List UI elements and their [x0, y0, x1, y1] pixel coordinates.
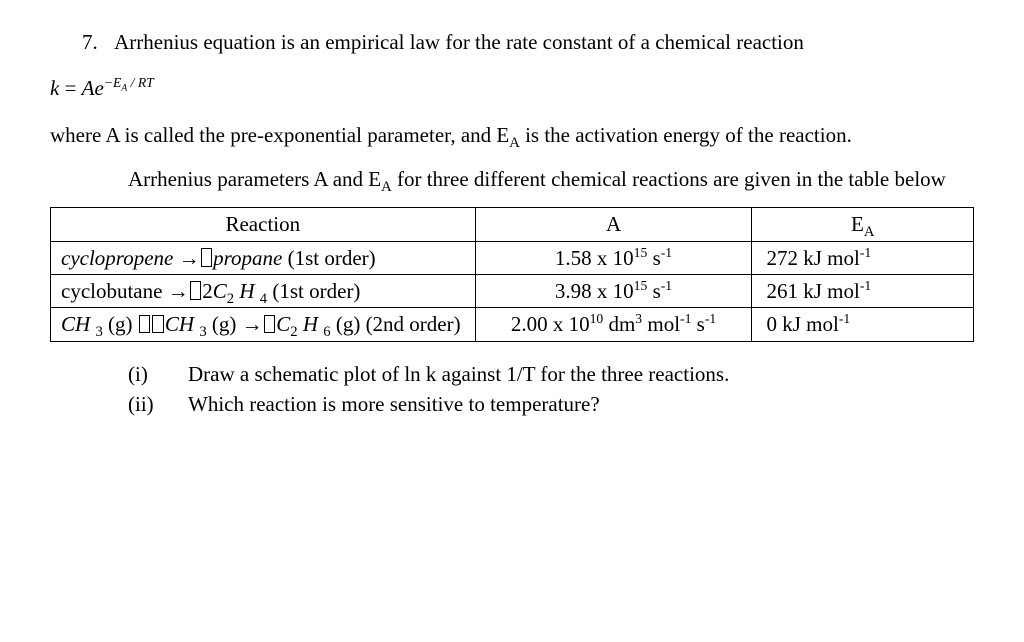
eq-exp-suffix: / RT	[127, 75, 154, 90]
question-intro-text: Arrhenius equation is an empirical law f…	[114, 30, 804, 54]
header-EA: EA	[752, 208, 974, 241]
arrhenius-equation: k = Ae−EA / RT	[50, 74, 974, 102]
cell-reaction-1: cyclobutane →2C2 H 4 (1st order)	[51, 275, 476, 308]
header-EA-sub: A	[864, 225, 875, 241]
cell-EA-1: 261 kJ mol-1	[752, 275, 974, 308]
sub-questions: (i) Draw a schematic plot of ln k agains…	[128, 360, 974, 419]
table-intro-a: Arrhenius parameters A and E	[128, 167, 381, 191]
subq-ii-label: (ii)	[128, 390, 188, 418]
definition-text-a: where A is called the pre-exponential pa…	[50, 123, 509, 147]
table-header-row: Reaction A EA	[51, 208, 974, 241]
eq-exp-prefix: −E	[104, 75, 122, 90]
page-container: 7. Arrhenius equation is an empirical la…	[0, 0, 1024, 440]
table-row: CH 3 (g) CH 3 (g) →C2 H 6 (g) (2nd order…	[51, 308, 974, 341]
cell-A-2: 2.00 x 1010 dm3 mol-1 s-1	[475, 308, 752, 341]
subq-i: (i) Draw a schematic plot of ln k agains…	[128, 360, 974, 388]
subq-i-text: Draw a schematic plot of ln k against 1/…	[188, 360, 729, 388]
cell-EA-2: 0 kJ mol-1	[752, 308, 974, 341]
table-intro: Arrhenius parameters A and EA for three …	[128, 165, 974, 193]
definition-paragraph: where A is called the pre-exponential pa…	[50, 121, 974, 149]
table-intro-sub: A	[381, 179, 392, 195]
eq-lhs: k	[50, 76, 59, 100]
eq-equals: =	[65, 76, 82, 100]
definition-text-b: is the activation energy of the reaction…	[520, 123, 852, 147]
eq-exponent: −EA / RT	[104, 75, 154, 90]
table-row: cyclobutane →2C2 H 4 (1st order) 3.98 x …	[51, 275, 974, 308]
subq-ii: (ii) Which reaction is more sensitive to…	[128, 390, 974, 418]
subq-ii-text: Which reaction is more sensitive to temp…	[188, 390, 600, 418]
header-EA-prefix: E	[851, 212, 864, 236]
parameters-table: Reaction A EA cyclopropene →propane (1st…	[50, 207, 974, 341]
eq-A: A	[82, 76, 95, 100]
subq-i-label: (i)	[128, 360, 188, 388]
cell-reaction-0: cyclopropene →propane (1st order)	[51, 241, 476, 274]
cell-A-1: 3.98 x 1015 s-1	[475, 275, 752, 308]
cell-reaction-2: CH 3 (g) CH 3 (g) →C2 H 6 (g) (2nd order…	[51, 308, 476, 341]
question-number: 7.	[82, 28, 110, 56]
table-row: cyclopropene →propane (1st order) 1.58 x…	[51, 241, 974, 274]
definition-sub: A	[509, 135, 520, 151]
question-intro-line: 7. Arrhenius equation is an empirical la…	[82, 28, 974, 56]
cell-EA-0: 272 kJ mol-1	[752, 241, 974, 274]
eq-e: e	[95, 76, 104, 100]
table-intro-b: for three different chemical reactions a…	[392, 167, 946, 191]
header-A: A	[475, 208, 752, 241]
cell-A-0: 1.58 x 1015 s-1	[475, 241, 752, 274]
header-reaction: Reaction	[51, 208, 476, 241]
